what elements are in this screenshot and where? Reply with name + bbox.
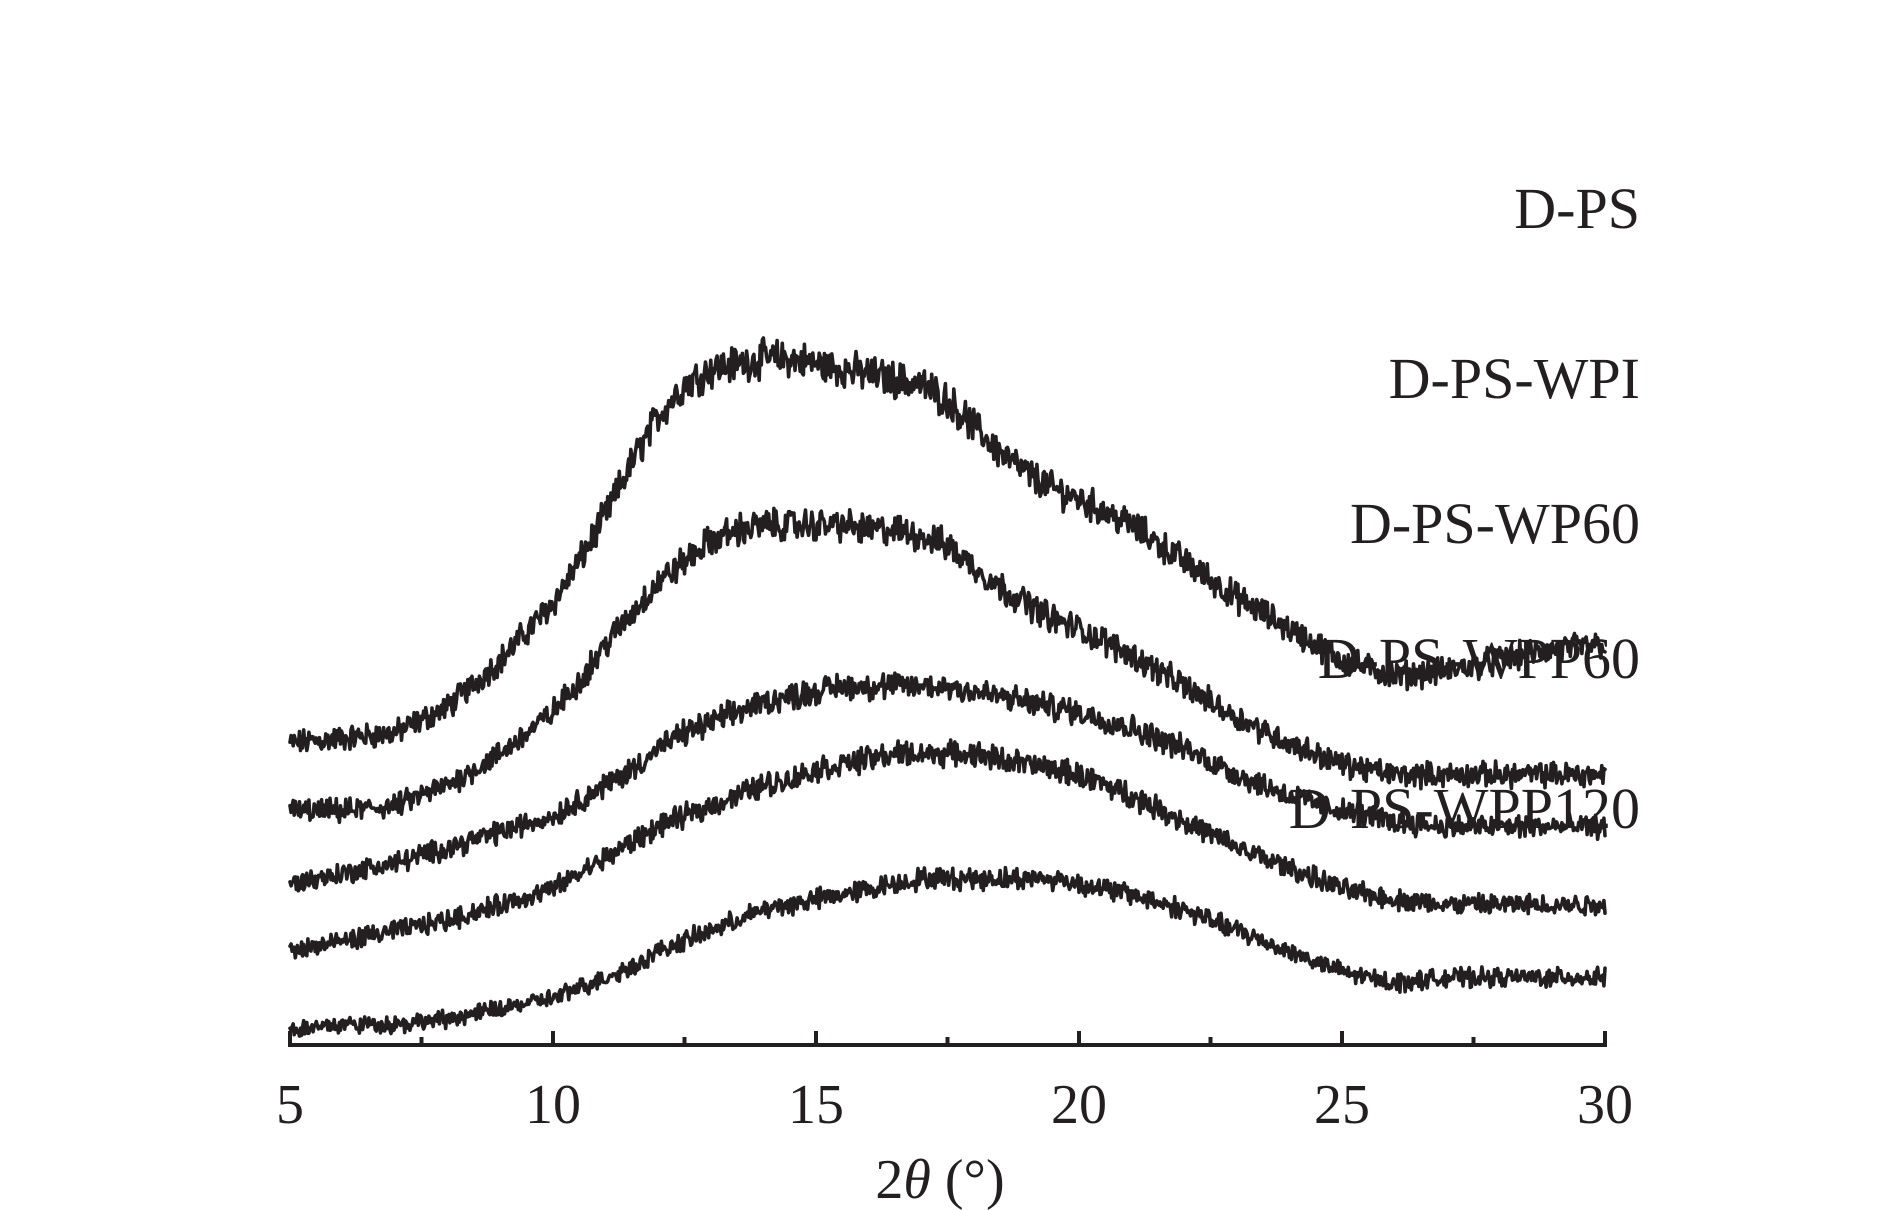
x-tick-label: 5 <box>276 1074 304 1136</box>
series-label-d-ps-wpp120: D-PS-WPP120 <box>1289 776 1640 841</box>
series-labels: D-PS D-PS-WPI D-PS-WP60 D-PS-WPP60 D-PS-WPP1… <box>1289 176 1640 841</box>
series-line-d-ps-wpp120 <box>288 865 1607 1038</box>
x-axis-title-symbol: θ <box>903 1149 931 1210</box>
series-line-d-ps-wp60 <box>288 671 1607 893</box>
x-axis-title: 2θ (°) <box>875 1149 1004 1210</box>
x-axis: 5 10 15 20 25 30 <box>276 1031 1633 1136</box>
x-axis-title-suffix: (°) <box>931 1149 1005 1210</box>
x-tick-label: 30 <box>1577 1074 1633 1136</box>
x-tick-label: 20 <box>1051 1074 1107 1136</box>
x-tick-label: 10 <box>525 1074 581 1136</box>
series-line-d-ps-wpp60 <box>288 738 1607 960</box>
series-line-d-ps <box>288 336 1607 753</box>
x-axis-title-prefix: 2 <box>875 1149 903 1210</box>
series-group <box>288 336 1607 1038</box>
x-tick-label: 25 <box>1314 1074 1370 1136</box>
series-label-d-ps: D-PS <box>1514 176 1640 241</box>
series-label-d-ps-wpi: D-PS-WPI <box>1389 346 1640 411</box>
series-label-d-ps-wpp60: D-PS-WPP60 <box>1318 626 1640 691</box>
series-line-d-ps-wpi <box>288 506 1607 825</box>
x-tick-label: 15 <box>788 1074 844 1136</box>
series-label-d-ps-wp60: D-PS-WP60 <box>1350 491 1640 556</box>
